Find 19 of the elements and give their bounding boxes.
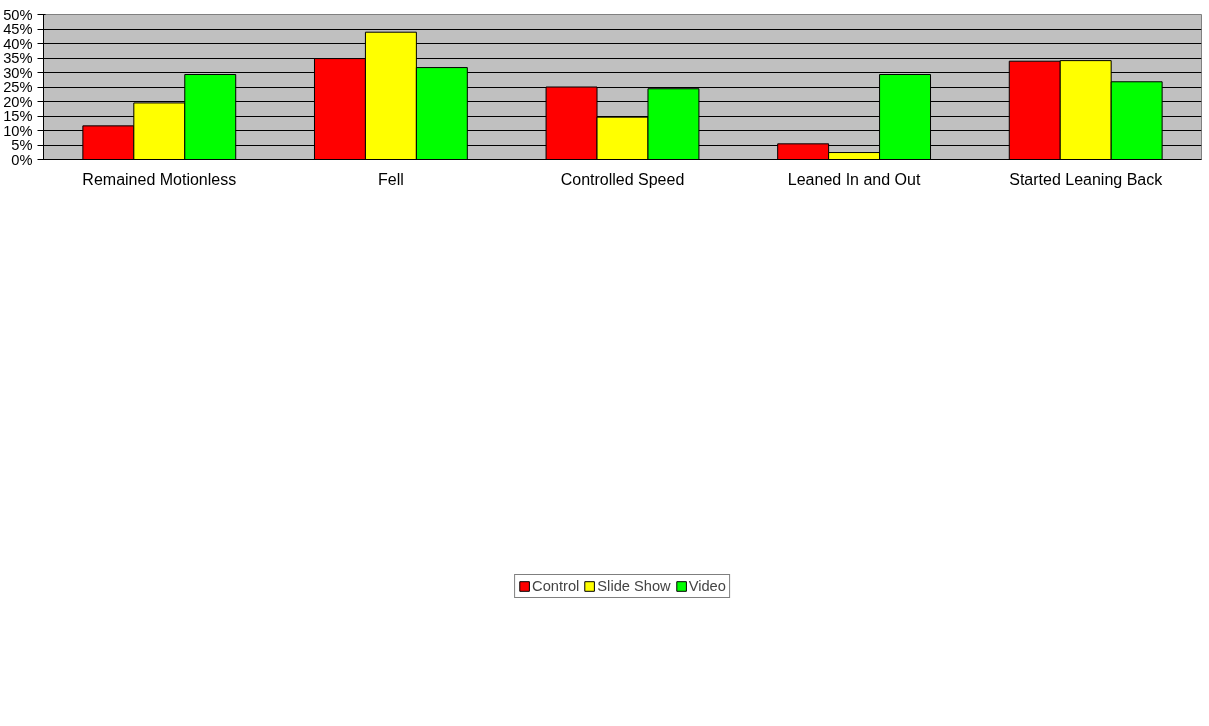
legend-label: Video <box>688 578 726 594</box>
x-tick-label: Fell <box>378 170 404 188</box>
y-tick-label: 15% <box>3 108 33 124</box>
x-tick-label: Started Leaning Back <box>1009 170 1164 188</box>
x-tick-label: Controlled Speed <box>560 170 685 188</box>
y-tick-label: 25% <box>3 79 33 95</box>
y-tick-label: 40% <box>3 35 33 52</box>
y-tick-label: 45% <box>3 21 33 37</box>
legend-label: Control <box>532 578 580 594</box>
legend-label: Slide Show <box>597 578 671 594</box>
x-tick-label: Remained Motionless <box>82 170 237 188</box>
y-tick-label: 20% <box>3 93 33 110</box>
y-tick-label: 0% <box>11 151 33 168</box>
y-tick-label: 50% <box>3 6 33 23</box>
x-tick-label: Leaned In and Out <box>787 170 921 188</box>
y-tick-label: 30% <box>3 64 33 81</box>
y-tick-label: 5% <box>11 137 33 153</box>
y-tick-label: 35% <box>3 50 33 66</box>
y-tick-label: 10% <box>3 122 33 139</box>
